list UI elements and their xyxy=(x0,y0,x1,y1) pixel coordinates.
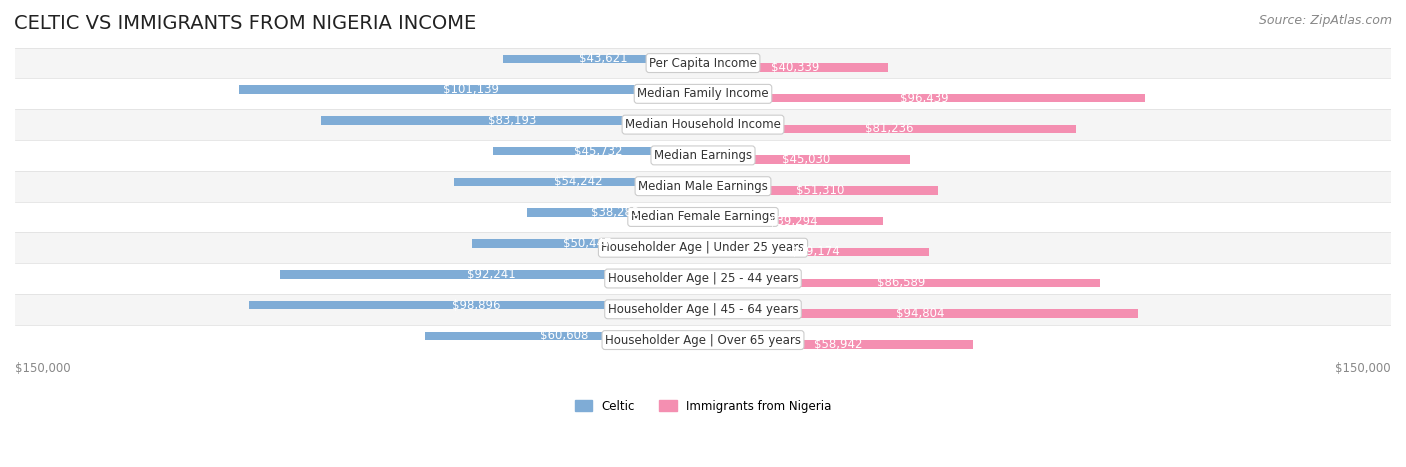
Text: Per Capita Income: Per Capita Income xyxy=(650,57,756,70)
Bar xyxy=(15,202,1391,233)
Text: $43,621: $43,621 xyxy=(579,52,627,65)
Text: Householder Age | Over 65 years: Householder Age | Over 65 years xyxy=(605,333,801,347)
Text: $51,310: $51,310 xyxy=(796,184,845,197)
Text: Householder Age | 45 - 64 years: Householder Age | 45 - 64 years xyxy=(607,303,799,316)
Bar xyxy=(703,125,1076,133)
Bar xyxy=(703,248,928,256)
Bar xyxy=(15,48,1391,78)
Text: Householder Age | 25 - 44 years: Householder Age | 25 - 44 years xyxy=(607,272,799,285)
Bar xyxy=(494,147,703,156)
Bar xyxy=(703,156,910,164)
Text: $49,174: $49,174 xyxy=(792,246,841,258)
Text: $92,241: $92,241 xyxy=(467,268,516,281)
Text: Median Male Earnings: Median Male Earnings xyxy=(638,180,768,193)
Bar xyxy=(503,55,703,63)
Text: $94,804: $94,804 xyxy=(896,307,945,320)
Text: $86,589: $86,589 xyxy=(877,276,925,289)
Text: CELTIC VS IMMIGRANTS FROM NIGERIA INCOME: CELTIC VS IMMIGRANTS FROM NIGERIA INCOME xyxy=(14,14,477,33)
Bar xyxy=(527,208,703,217)
Bar xyxy=(15,294,1391,325)
Text: Median Family Income: Median Family Income xyxy=(637,87,769,100)
Bar xyxy=(15,140,1391,171)
Text: Householder Age | Under 25 years: Householder Age | Under 25 years xyxy=(602,241,804,254)
Text: $50,447: $50,447 xyxy=(562,237,612,250)
Bar xyxy=(15,263,1391,294)
Bar xyxy=(703,340,973,348)
Bar xyxy=(15,78,1391,109)
Bar xyxy=(454,178,703,186)
Bar xyxy=(425,332,703,340)
Bar xyxy=(703,94,1146,102)
Text: Median Earnings: Median Earnings xyxy=(654,149,752,162)
Text: $58,942: $58,942 xyxy=(814,338,862,351)
Bar xyxy=(15,109,1391,140)
Text: Source: ZipAtlas.com: Source: ZipAtlas.com xyxy=(1258,14,1392,27)
Text: $54,242: $54,242 xyxy=(554,176,603,189)
Bar xyxy=(703,217,883,226)
Text: $39,294: $39,294 xyxy=(769,215,817,228)
Bar xyxy=(471,239,703,248)
Text: $60,608: $60,608 xyxy=(540,329,588,342)
Text: $101,139: $101,139 xyxy=(443,83,499,96)
Text: $96,439: $96,439 xyxy=(900,92,949,105)
Bar xyxy=(703,309,1137,318)
Text: $150,000: $150,000 xyxy=(1336,361,1391,375)
Text: $98,896: $98,896 xyxy=(451,298,501,311)
Bar xyxy=(15,325,1391,355)
Text: $150,000: $150,000 xyxy=(15,361,70,375)
Text: $81,236: $81,236 xyxy=(865,122,914,135)
Bar xyxy=(249,301,703,309)
Text: $38,283: $38,283 xyxy=(591,206,640,219)
Text: Median Female Earnings: Median Female Earnings xyxy=(631,211,775,223)
Bar xyxy=(239,85,703,94)
Bar xyxy=(15,233,1391,263)
Text: $40,339: $40,339 xyxy=(772,61,820,74)
Bar xyxy=(15,171,1391,202)
Bar xyxy=(703,63,889,71)
Bar xyxy=(280,270,703,278)
Bar xyxy=(322,116,703,125)
Text: $45,732: $45,732 xyxy=(574,145,623,158)
Text: $83,193: $83,193 xyxy=(488,114,537,127)
Legend: Celtic, Immigrants from Nigeria: Celtic, Immigrants from Nigeria xyxy=(569,395,837,417)
Bar xyxy=(703,278,1099,287)
Text: $45,030: $45,030 xyxy=(782,153,831,166)
Text: Median Household Income: Median Household Income xyxy=(626,118,780,131)
Bar xyxy=(703,186,938,195)
